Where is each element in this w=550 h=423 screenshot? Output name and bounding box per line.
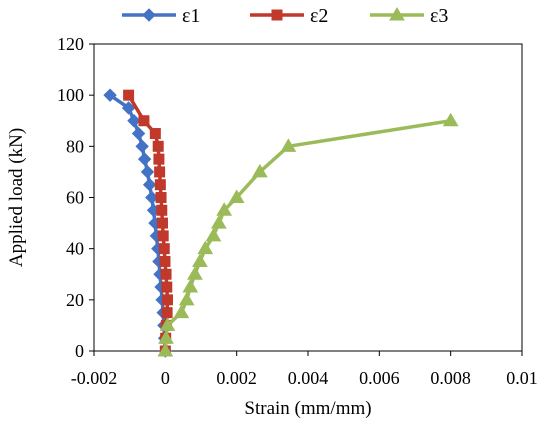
legend-label: ε2 — [310, 5, 328, 27]
point-square — [159, 255, 171, 267]
point-square — [149, 128, 161, 140]
point-square — [158, 243, 170, 255]
y-tick-label: 40 — [66, 239, 84, 259]
point-square — [138, 115, 150, 127]
point-square — [161, 281, 173, 293]
point-square — [155, 192, 167, 203]
x-tick-label: 0 — [161, 368, 170, 388]
y-tick-label: 100 — [57, 85, 84, 105]
series-2 — [123, 89, 173, 357]
y-tick-label: 120 — [57, 34, 84, 54]
legend-item-3: ε3 — [370, 5, 448, 27]
point-square — [153, 153, 165, 165]
point-square — [154, 166, 166, 178]
point-diamond — [127, 114, 141, 128]
point-triangle — [158, 330, 174, 344]
point-triangle — [280, 138, 297, 152]
point-triangle — [216, 202, 233, 216]
point-triangle — [228, 189, 245, 203]
point-triangle — [173, 304, 190, 319]
legend: ε1 ε2 ε3 — [122, 5, 448, 27]
point-triangle — [251, 163, 268, 178]
point-diamond — [137, 152, 152, 166]
point-triangle — [442, 112, 459, 127]
x-tick-label: 0.008 — [430, 368, 471, 388]
point-triangle — [159, 317, 176, 331]
legend-item-1: ε1 — [122, 5, 200, 27]
point-triangle — [187, 266, 203, 280]
axes: 0 20 40 60 80 100 120 -0.002 0 0.002 0.004 0.006 0.0… — [57, 34, 538, 388]
x-tick-label: 0.01 — [506, 368, 538, 388]
x-axis-title: Strain (mm/mm) — [244, 398, 371, 419]
point-triangle — [197, 240, 214, 255]
point-triangle — [389, 7, 405, 21]
y-tick-label: 60 — [66, 188, 84, 208]
point-square — [271, 9, 283, 21]
point-triangle — [205, 227, 222, 242]
point-square — [156, 217, 168, 229]
series-layer — [103, 88, 459, 358]
x-tick-label: 0.006 — [359, 368, 400, 388]
point-diamond — [140, 165, 155, 179]
point-diamond — [142, 8, 156, 22]
point-diamond — [131, 126, 146, 141]
point-diamond — [142, 178, 157, 192]
legend-label: ε3 — [430, 5, 448, 27]
point-diamond — [135, 139, 149, 154]
point-triangle — [210, 215, 227, 229]
y-tick-label: 20 — [66, 290, 84, 310]
point-diamond — [103, 88, 117, 102]
x-tick-label: 0.004 — [288, 368, 329, 388]
point-triangle — [192, 253, 208, 267]
point-square — [152, 140, 164, 152]
point-square — [154, 179, 166, 191]
point-triangle — [178, 291, 195, 306]
point-diamond — [121, 101, 136, 115]
point-square — [160, 268, 172, 280]
point-square — [157, 230, 169, 242]
point-triangle — [182, 279, 199, 293]
point-square — [123, 89, 135, 101]
y-axis-title: Applied load (kN) — [6, 128, 27, 267]
y-tick-label: 0 — [75, 341, 84, 361]
y-tick-label: 80 — [66, 136, 84, 156]
series-3 — [157, 112, 459, 357]
series-line — [163, 119, 451, 352]
point-triangle — [157, 343, 174, 357]
point-square — [161, 294, 173, 306]
x-tick-label: -0.002 — [71, 368, 118, 388]
point-square — [156, 204, 168, 216]
x-tick-label: 0.002 — [216, 368, 257, 388]
legend-label: ε1 — [182, 5, 200, 27]
point-square — [161, 307, 173, 319]
legend-item-2: ε2 — [250, 5, 328, 27]
